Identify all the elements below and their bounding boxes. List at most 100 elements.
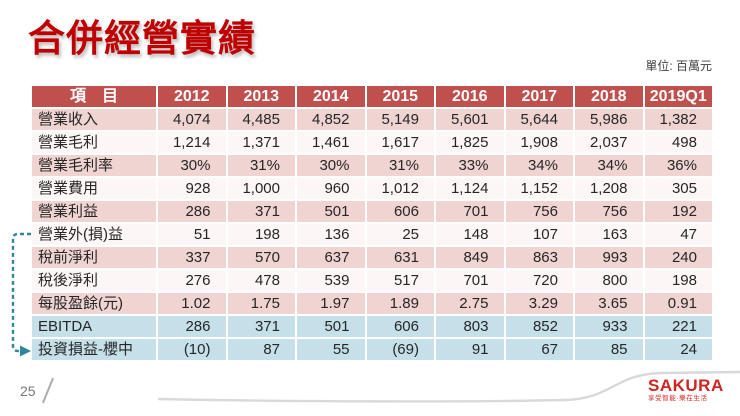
cell: 163 <box>573 222 645 247</box>
sakura-logo: SAKURA 享受智能·樂在生活 <box>648 376 724 403</box>
cell: 337 <box>156 245 228 270</box>
header-row: 項 目 2012 2013 2014 2015 2016 2017 2018 2… <box>30 84 714 109</box>
cell: 31% <box>364 153 436 178</box>
cell: 933 <box>573 314 645 339</box>
cell: 1,825 <box>434 130 506 155</box>
row-label: 稅前淨利 <box>30 245 158 270</box>
column-header-item: 項 目 <box>30 84 158 109</box>
cell: 5,986 <box>573 107 645 132</box>
cell: 1,617 <box>364 130 436 155</box>
cell: 1,214 <box>156 130 228 155</box>
connector-arrow-icon <box>11 232 31 357</box>
cell: 5,149 <box>364 107 436 132</box>
column-header-2018: 2018 <box>573 84 645 109</box>
cell: 803 <box>434 314 506 339</box>
row-label: 營業費用 <box>30 176 158 201</box>
cell: 198 <box>225 222 297 247</box>
cell: 36% <box>642 153 714 178</box>
cell: 1,000 <box>225 176 297 201</box>
column-header-2016: 2016 <box>434 84 506 109</box>
cell: 91 <box>434 337 506 362</box>
cell: 852 <box>503 314 575 339</box>
cell: 85 <box>573 337 645 362</box>
cell: 1,382 <box>642 107 714 132</box>
cell: 1,461 <box>295 130 367 155</box>
cell: 371 <box>225 199 297 224</box>
cell: 1.75 <box>225 291 297 316</box>
cell: 849 <box>434 245 506 270</box>
cell: 1.89 <box>364 291 436 316</box>
cell: 87 <box>225 337 297 362</box>
table-row-gross-margin: 營業毛利率 30% 31% 30% 31% 33% 34% 34% 36% <box>30 153 714 178</box>
cell: 34% <box>573 153 645 178</box>
cell: 192 <box>642 199 714 224</box>
row-label: EBITDA <box>30 314 158 339</box>
cell: (69) <box>364 337 436 362</box>
table-row-eps: 每股盈餘(元) 1.02 1.75 1.97 1.89 2.75 3.29 3.… <box>30 291 714 316</box>
cell: 756 <box>573 199 645 224</box>
cell: 1.02 <box>156 291 228 316</box>
cell: 1,371 <box>225 130 297 155</box>
cell: 47 <box>642 222 714 247</box>
cell: 136 <box>295 222 367 247</box>
cell: 31% <box>225 153 297 178</box>
cell: 148 <box>434 222 506 247</box>
cell: 800 <box>573 268 645 293</box>
cell: 2.75 <box>434 291 506 316</box>
cell: 30% <box>295 153 367 178</box>
cell: 55 <box>295 337 367 362</box>
cell: 720 <box>503 268 575 293</box>
cell: 539 <box>295 268 367 293</box>
table-row-non-operating: 營業外(損)益 51 198 136 25 148 107 163 47 <box>30 222 714 247</box>
cell: 240 <box>642 245 714 270</box>
cell: 701 <box>434 268 506 293</box>
page-title: 合併經營實績 <box>28 18 256 59</box>
table-row-ebitda: EBITDA 286 371 501 606 803 852 933 221 <box>30 314 714 339</box>
cell: 5,644 <box>503 107 575 132</box>
brand-wordmark: SAKURA <box>648 376 724 395</box>
decorative-swoosh-line <box>157 370 740 403</box>
cell: 637 <box>295 245 367 270</box>
cell: 33% <box>434 153 506 178</box>
column-header-2013: 2013 <box>225 84 297 109</box>
table-row-pretax-income: 稅前淨利 337 570 637 631 849 863 993 240 <box>30 245 714 270</box>
cell: 286 <box>156 314 228 339</box>
cell: 4,485 <box>225 107 297 132</box>
cell: 993 <box>573 245 645 270</box>
cell: 478 <box>225 268 297 293</box>
cell: 1,908 <box>503 130 575 155</box>
cell: 517 <box>364 268 436 293</box>
cell: 1,152 <box>503 176 575 201</box>
cell: 960 <box>295 176 367 201</box>
row-label: 每股盈餘(元) <box>30 291 158 316</box>
column-header-2015: 2015 <box>364 84 436 109</box>
table-row-aftertax-income: 稅後淨利 276 478 539 517 701 720 800 198 <box>30 268 714 293</box>
cell: 5,601 <box>434 107 506 132</box>
cell: 0.91 <box>642 291 714 316</box>
cell: 24 <box>642 337 714 362</box>
cell: 1,124 <box>434 176 506 201</box>
row-label: 營業收入 <box>30 107 158 132</box>
cell: 198 <box>642 268 714 293</box>
cell: 606 <box>364 314 436 339</box>
cell: 221 <box>642 314 714 339</box>
results-table: 項 目 2012 2013 2014 2015 2016 2017 2018 2… <box>30 84 714 362</box>
brand-tagline: 享受智能·樂在生活 <box>648 395 708 402</box>
row-label: 營業毛利 <box>30 130 158 155</box>
row-label: 投資損益-櫻中 <box>30 337 158 362</box>
cell: 1.97 <box>295 291 367 316</box>
row-label: 稅後淨利 <box>30 268 158 293</box>
cell: 107 <box>503 222 575 247</box>
cell: 4,074 <box>156 107 228 132</box>
column-header-2012: 2012 <box>156 84 228 109</box>
table-row-gross-profit: 營業毛利 1,214 1,371 1,461 1,617 1,825 1,908… <box>30 130 714 155</box>
cell: 25 <box>364 222 436 247</box>
column-header-2017: 2017 <box>503 84 575 109</box>
cell: 756 <box>503 199 575 224</box>
cell: 501 <box>295 314 367 339</box>
table-row-operating-income: 營業利益 286 371 501 606 701 756 756 192 <box>30 199 714 224</box>
cell: 34% <box>503 153 575 178</box>
row-label: 營業利益 <box>30 199 158 224</box>
cell: 51 <box>156 222 228 247</box>
cell: 276 <box>156 268 228 293</box>
